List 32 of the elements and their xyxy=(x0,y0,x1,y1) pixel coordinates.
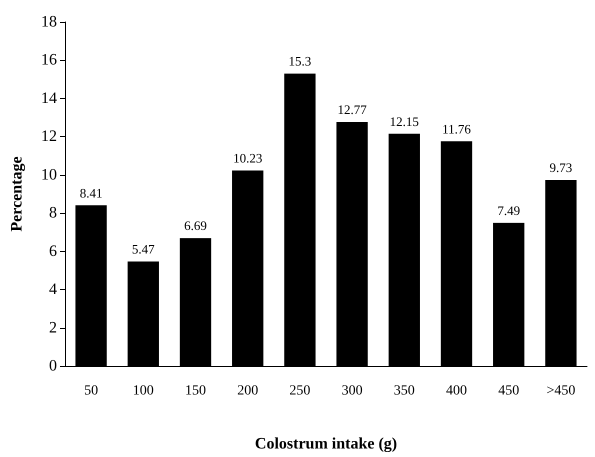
y-tick-label: 8 xyxy=(49,204,57,222)
y-tick-label: 0 xyxy=(49,358,57,374)
y-tick-label: 4 xyxy=(49,281,57,298)
data-label: 7.49 xyxy=(497,202,520,218)
x-tick-label: 50 xyxy=(84,384,98,398)
y-tick-label: 18 xyxy=(41,14,57,30)
data-label: 12.77 xyxy=(337,102,368,117)
x-tick-label: 400 xyxy=(446,384,467,398)
y-tick-label: 10 xyxy=(41,166,57,184)
y-tick-label: 14 xyxy=(41,90,57,107)
data-label: 10.23 xyxy=(233,150,262,166)
y-tick-label: 6 xyxy=(49,242,57,260)
x-tick-label: 100 xyxy=(132,384,154,398)
y-axis-title: Percentage xyxy=(8,156,26,232)
data-label: 12.15 xyxy=(390,114,419,129)
x-tick-label: 450 xyxy=(498,384,520,398)
x-tick-label: 150 xyxy=(185,384,206,398)
x-tick-label: 300 xyxy=(342,384,363,398)
y-tick-label: 16 xyxy=(41,52,57,69)
x-tick-label: 250 xyxy=(289,384,310,398)
data-label: 11.76 xyxy=(442,121,472,136)
data-label: 9.73 xyxy=(550,160,572,176)
x-tick-label: 200 xyxy=(237,384,258,398)
x-tick-label: 350 xyxy=(394,384,415,398)
data-label: 15.3 xyxy=(288,54,312,69)
data-label: 8.41 xyxy=(80,185,102,200)
y-tick-label: 12 xyxy=(41,128,57,146)
y-tick-label: 2 xyxy=(49,319,57,336)
data-label: 5.47 xyxy=(132,241,156,256)
data-label: 6.69 xyxy=(184,218,207,234)
x-tick-label: >450 xyxy=(546,384,576,398)
x-axis-title: Colostrum intake (g) xyxy=(254,436,398,452)
